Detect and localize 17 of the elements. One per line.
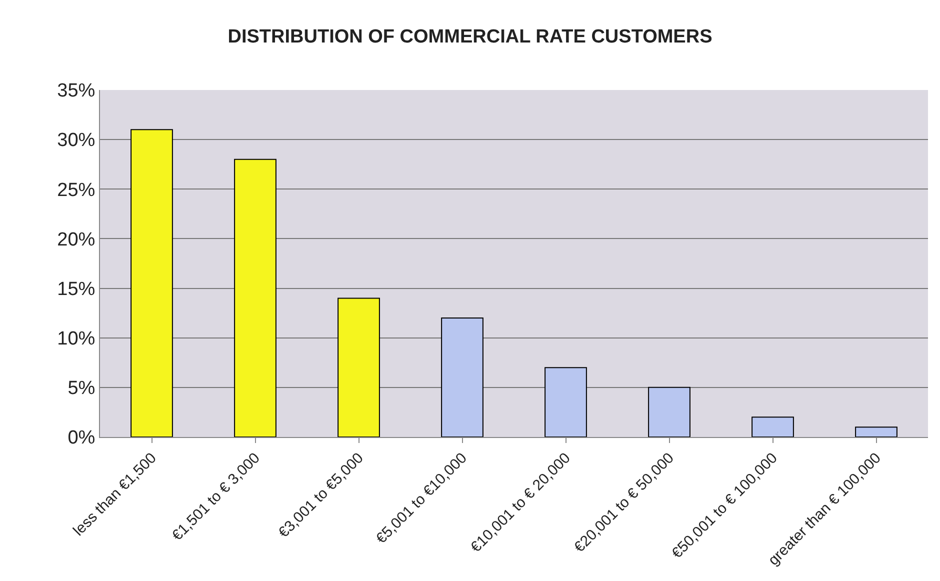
- bar: [441, 318, 484, 437]
- chart-title: DISTRIBUTION OF COMMERCIAL RATE CUSTOMERS: [228, 26, 712, 48]
- bar: [648, 386, 690, 437]
- y-tick-label: 30%: [57, 130, 96, 152]
- bar: [234, 158, 276, 437]
- y-tick-label: 15%: [57, 278, 96, 300]
- bar: [544, 367, 587, 437]
- bar: [855, 426, 898, 437]
- y-tick-label: 25%: [57, 180, 96, 201]
- y-tick-label: 0%: [68, 428, 96, 449]
- bar: [130, 129, 173, 437]
- y-tick-label: 10%: [57, 328, 96, 350]
- y-tick-label: 20%: [57, 229, 96, 250]
- y-tick-label: 35%: [57, 80, 96, 102]
- bar: [752, 416, 794, 437]
- y-tick-label: 5%: [68, 378, 96, 400]
- bar: [338, 298, 380, 437]
